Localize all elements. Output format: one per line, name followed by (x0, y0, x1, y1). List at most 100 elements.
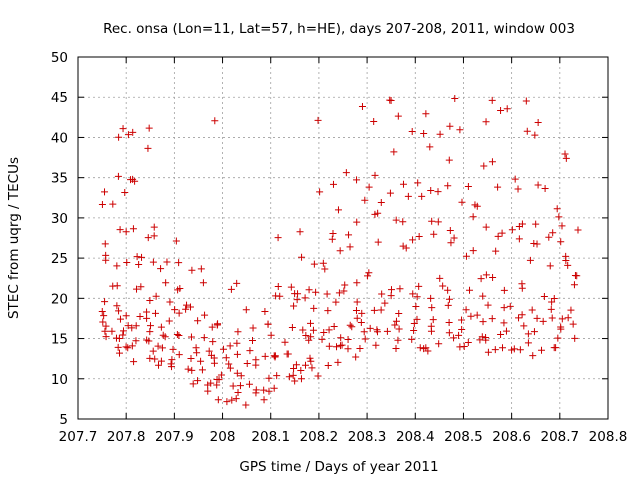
data-point (373, 326, 381, 334)
data-point (387, 286, 395, 294)
data-point (260, 386, 268, 394)
data-point (307, 357, 315, 365)
data-point (502, 327, 510, 335)
data-point (199, 279, 207, 287)
data-point (245, 380, 253, 388)
data-point (564, 314, 572, 322)
data-point (396, 285, 404, 293)
data-point (491, 346, 499, 354)
data-point (415, 282, 423, 290)
data-point (157, 323, 165, 331)
data-point (273, 372, 281, 380)
data-point (534, 181, 542, 189)
data-point (360, 328, 368, 336)
data-point (515, 235, 523, 243)
data-point (329, 230, 337, 238)
data-point (530, 239, 538, 247)
data-point (306, 319, 314, 327)
x-tick-label: 208.7 (540, 429, 579, 445)
data-point (450, 234, 458, 242)
data-point (547, 305, 555, 313)
data-point (374, 238, 382, 246)
data-point (342, 169, 350, 177)
data-point (101, 188, 109, 196)
data-point (558, 222, 566, 230)
data-point (518, 311, 526, 319)
data-point (484, 301, 492, 309)
data-point (557, 238, 565, 246)
x-axis: 207.7 207.8 207.9 208 208.1 208.2 208.3 208.4 20… (59, 57, 627, 445)
data-point (297, 367, 305, 375)
data-point (553, 205, 561, 213)
data-point (324, 361, 332, 369)
data-point (226, 364, 234, 372)
data-point (353, 314, 361, 322)
data-point (413, 293, 421, 301)
data-point (135, 260, 143, 268)
data-point (290, 364, 298, 372)
data-point (500, 304, 508, 312)
data-point (312, 288, 320, 296)
data-point (515, 314, 523, 322)
data-point (187, 355, 195, 363)
data-point (143, 314, 151, 322)
data-point (325, 342, 333, 350)
data-point (217, 371, 225, 379)
data-point (183, 301, 191, 309)
data-point (129, 128, 137, 136)
data-point (445, 319, 453, 327)
data-point (392, 216, 400, 224)
data-point (150, 223, 158, 231)
data-point (101, 240, 109, 248)
data-point (399, 242, 407, 250)
data-point (264, 320, 272, 328)
data-point (408, 335, 416, 343)
data-point (482, 118, 490, 126)
data-point (492, 247, 500, 255)
data-point (175, 331, 183, 339)
data-point (154, 342, 162, 350)
data-point (314, 116, 322, 124)
data-point (325, 326, 333, 334)
data-point (500, 319, 508, 327)
data-point (234, 328, 242, 336)
data-point (365, 183, 373, 191)
x-tick-label: 208 (210, 429, 236, 445)
data-point (458, 198, 466, 206)
data-point (151, 355, 159, 363)
data-point (226, 342, 234, 350)
data-point (353, 298, 361, 306)
data-point (193, 349, 201, 357)
data-point (151, 309, 159, 317)
data-point (132, 337, 140, 345)
data-point (242, 401, 250, 409)
data-point (290, 302, 298, 310)
data-point (548, 314, 556, 322)
data-point (399, 218, 407, 226)
data-point (479, 318, 487, 326)
y-tick-label: 50 (51, 50, 68, 66)
data-point (146, 296, 154, 304)
data-point (204, 387, 212, 395)
data-point (387, 292, 395, 300)
data-point (427, 322, 435, 330)
x-axis-label: GPS time / Days of year 2011 (239, 459, 438, 475)
y-tick-label: 35 (51, 171, 68, 187)
data-point (460, 342, 468, 350)
data-point (386, 96, 394, 104)
data-point (249, 324, 257, 332)
data-point (316, 188, 324, 196)
data-point (228, 396, 236, 404)
x-tick-label: 207.9 (155, 429, 194, 445)
data-point (289, 371, 297, 379)
data-point (294, 290, 302, 298)
data-point (261, 352, 269, 360)
data-point (336, 247, 344, 255)
data-point (267, 331, 275, 339)
data-point (418, 192, 426, 200)
data-point (462, 252, 470, 260)
data-point (377, 198, 385, 206)
data-point (128, 342, 136, 350)
data-point (165, 317, 173, 325)
data-point (287, 283, 295, 291)
